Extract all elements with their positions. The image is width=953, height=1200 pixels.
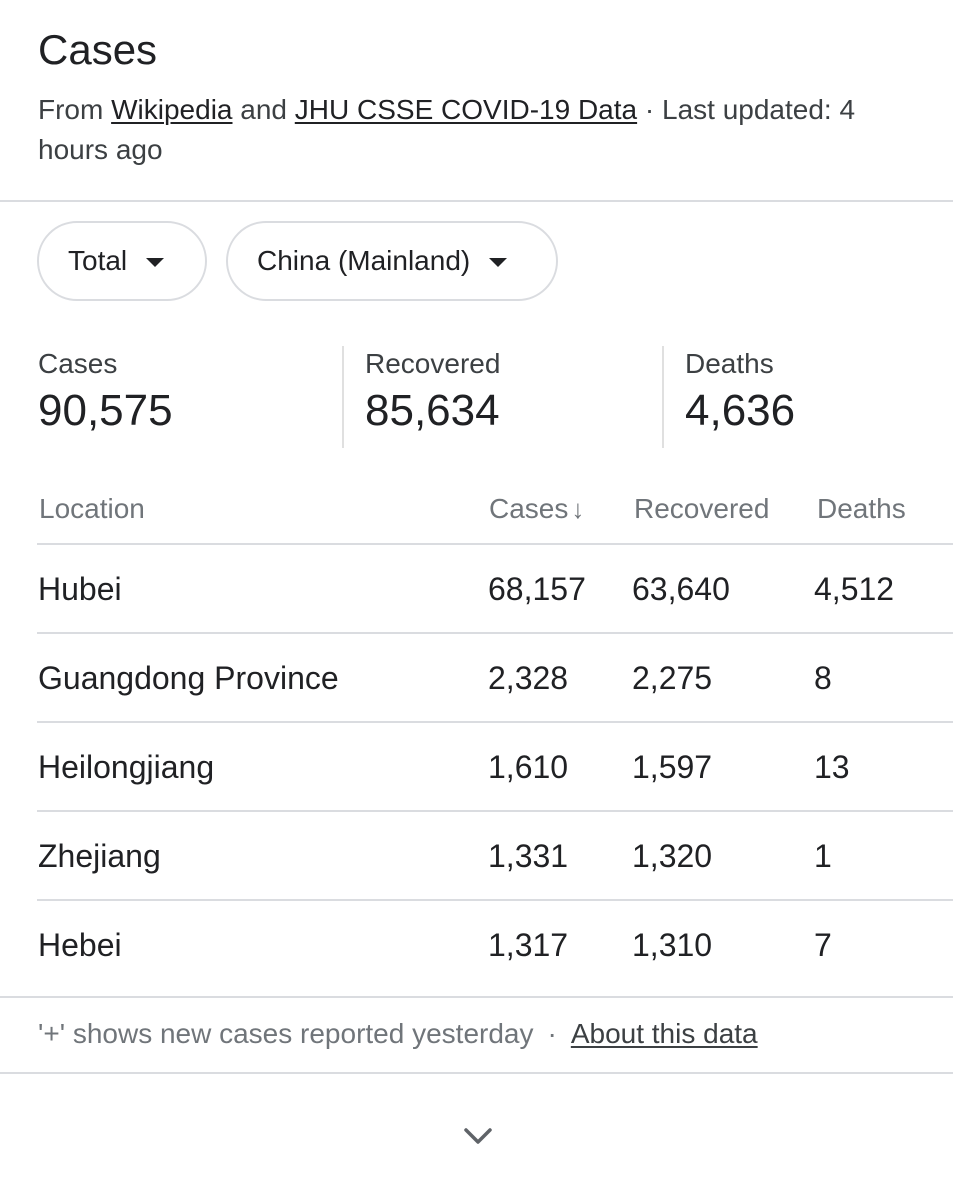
summary-deaths-label: Deaths <box>685 348 774 379</box>
column-header-cases[interactable]: Cases ↓ <box>489 490 584 528</box>
table-bottom-divider <box>0 996 953 998</box>
cases-cell: 68,157 <box>488 571 586 607</box>
region-dropdown[interactable]: China (Mainland) <box>226 221 558 301</box>
period-dropdown[interactable]: Total <box>37 221 207 301</box>
location-cell: Zhejiang <box>38 838 161 874</box>
footer-divider <box>0 1072 953 1074</box>
summary-separator <box>342 346 344 448</box>
source-line: From Wikipedia and JHU CSSE COVID-19 Dat… <box>38 90 918 170</box>
table-row: Hubei 68,157 63,640 4,512 <box>37 543 953 632</box>
table-row: Zhejiang 1,331 1,320 1 <box>37 810 953 899</box>
summary-recovered: Recovered 85,634 <box>365 345 500 439</box>
summary-deaths-value: 4,636 <box>685 386 796 435</box>
caret-down-icon <box>146 257 165 267</box>
deaths-cell: 13 <box>814 749 850 785</box>
location-cell: Hebei <box>38 927 122 963</box>
header-divider <box>0 200 953 202</box>
summary-cases-label: Cases <box>38 348 118 379</box>
location-cell: Heilongjiang <box>38 749 215 785</box>
deaths-cell: 7 <box>814 927 832 963</box>
recovered-cell: 2,275 <box>632 660 713 696</box>
summary-cases: Cases 90,575 <box>38 345 173 439</box>
card-title: Cases <box>38 26 158 73</box>
region-dropdown-label: China (Mainland) <box>257 245 471 276</box>
cases-cell: 1,317 <box>488 927 569 963</box>
cases-cell: 2,328 <box>488 660 569 696</box>
about-data-link[interactable]: About this data <box>570 1018 758 1049</box>
location-cell: Hubei <box>38 571 122 607</box>
jhu-data-link[interactable]: JHU CSSE COVID-19 Data <box>294 94 638 125</box>
footnote-text: '+' shows new cases reported yesterday <box>38 1018 534 1049</box>
deaths-cell: 4,512 <box>814 571 895 607</box>
table-row: Guangdong Province 2,328 2,275 8 <box>37 632 953 721</box>
wikipedia-link[interactable]: Wikipedia <box>111 94 233 125</box>
summary-separator <box>662 346 664 448</box>
deaths-cell: 8 <box>814 660 832 696</box>
column-header-location[interactable]: Location <box>39 493 145 524</box>
deaths-cell: 1 <box>814 838 832 874</box>
summary-recovered-value: 85,634 <box>365 386 500 435</box>
recovered-cell: 63,640 <box>632 571 730 607</box>
expand-button[interactable] <box>458 1116 498 1156</box>
recovered-cell: 1,597 <box>632 749 713 785</box>
last-updated: · Last updated: 4 hours ago <box>38 94 856 165</box>
table-row: Hebei 1,317 1,310 7 <box>37 899 953 988</box>
footnote-separator: · <box>547 1018 557 1049</box>
arrow-down-icon: ↓ <box>571 494 585 524</box>
cases-cell: 1,331 <box>488 838 569 874</box>
caret-down-icon <box>489 257 508 267</box>
recovered-cell: 1,320 <box>632 838 713 874</box>
table-row: Heilongjiang 1,610 1,597 13 <box>37 721 953 810</box>
cases-cell: 1,610 <box>488 749 569 785</box>
summary-cases-value: 90,575 <box>38 386 173 435</box>
column-header-deaths[interactable]: Deaths <box>817 493 906 524</box>
source-and: and <box>240 94 287 125</box>
recovered-cell: 1,310 <box>632 927 713 963</box>
chevron-down-icon <box>464 1128 492 1144</box>
column-header-cases-label: Cases <box>489 493 569 524</box>
footnote: '+' shows new cases reported yesterday · A… <box>38 1014 758 1054</box>
summary-recovered-label: Recovered <box>365 348 501 379</box>
source-prefix: From <box>38 94 104 125</box>
period-dropdown-label: Total <box>68 245 128 276</box>
summary-deaths: Deaths 4,636 <box>685 345 795 439</box>
location-cell: Guangdong Province <box>38 660 339 696</box>
column-header-recovered[interactable]: Recovered <box>634 493 770 524</box>
